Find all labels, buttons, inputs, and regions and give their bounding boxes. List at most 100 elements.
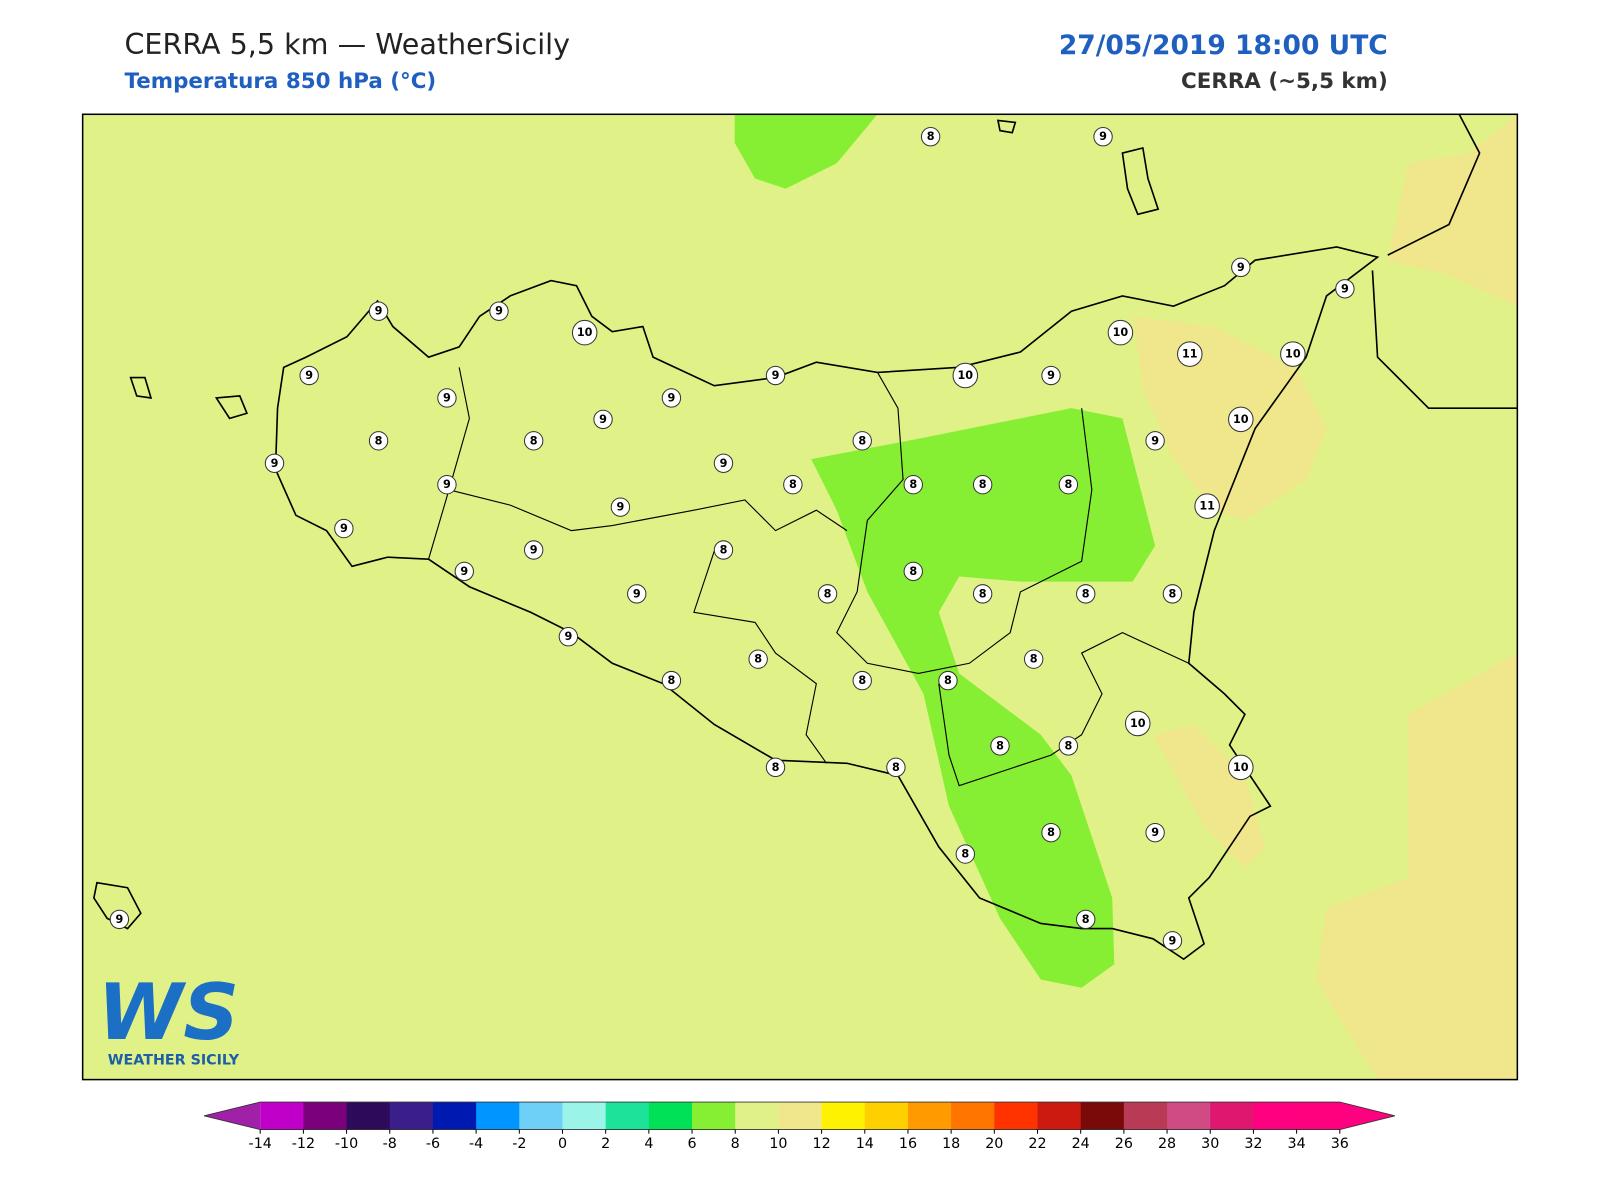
colorbar-tick-label: 12 [813,1136,831,1152]
station-value: 8 [1030,653,1038,666]
station-value: 8 [1064,739,1072,752]
colorbar-segment [260,1102,304,1130]
station-marker [1023,649,1044,669]
colorbar-tick-label: 16 [899,1136,917,1152]
calabria-coast [1371,270,1518,409]
colorbar-tick-label: -8 [383,1136,397,1152]
band-10-12 [1387,114,1518,307]
band-8-10 [811,408,1156,988]
band-10-12 [1316,653,1518,1080]
station-marker [972,584,993,604]
station-marker [783,475,803,495]
colorbar-under [204,1102,261,1130]
station-marker [886,757,906,778]
station-marker [523,431,544,451]
station-marker [1125,710,1151,737]
station-value: 8 [789,478,797,491]
station-value: 8 [996,739,1004,752]
station-value: 8 [1082,587,1090,600]
station-marker [1194,493,1220,519]
colorbar-segment [1080,1102,1125,1130]
station-value: 8 [944,674,952,687]
station-value: 8 [772,761,780,774]
colorbar: -14 -12 -10 -8 -6 -4 -2 0 2 4 6 8 10 12 14 16 18 20 22 24 26… [203,1101,1395,1152]
colorbar-tick-label: -10 [335,1136,358,1152]
station-value: 9 [617,501,625,514]
colorbar-tick-label: -4 [469,1136,483,1152]
colorbar-over [1339,1102,1395,1130]
station-value: 8 [858,434,866,447]
colorbar-segment [735,1102,779,1130]
station-marker [627,584,647,604]
station-marker [920,127,941,147]
colorbar-segment [648,1102,693,1130]
station-value: 10 [1233,761,1249,774]
station-marker [454,561,474,582]
station-value: 9 [1151,434,1159,447]
station-marker [1076,584,1096,604]
station-marker [661,388,682,408]
station-value: 11 [1182,348,1198,361]
station-value: 9 [271,457,279,470]
datetime: 27/05/2019 18:00 UTC [1059,30,1388,61]
station-value: 9 [530,544,538,557]
colorbar-tick-label: 32 [1244,1136,1262,1152]
colorbar-tick-label: 2 [601,1136,610,1152]
colorbar-segment [389,1102,434,1130]
coastlines [93,114,1518,961]
province-borders [428,367,1190,787]
colorbar-tick-label: -14 [249,1136,272,1152]
station-value: 9 [720,457,728,470]
station-marker [1280,341,1306,367]
colorbar-segment [303,1102,348,1130]
station-value: 8 [979,587,987,600]
station-marker [437,475,457,495]
colorbar-segment [562,1102,607,1130]
title: CERRA 5,5 km — WeatherSicily [124,27,570,61]
colorbar-segment [864,1102,909,1130]
island [129,376,153,399]
colorbar-segment [1210,1102,1254,1130]
station-value: 8 [892,761,900,774]
station-value: 9 [1237,261,1245,274]
station-labels: 8 9 9 9 10 9 9 9 9 10 9 10 11 10 9 9 10 9 8 8 8 9 9 9 9 8 8 8 8 11 9 9 9… [109,127,1355,951]
station-value: 8 [668,674,676,687]
station-marker [368,431,389,451]
map: 8 9 9 9 10 9 9 9 9 10 9 10 11 10 9 9 10 9 8 8 8 9 9 9 9 8 8 8 8 11 9 9 9… [82,114,1518,1080]
colorbar-segment [519,1102,563,1130]
sicily-coast [274,246,1380,961]
station-marker [1076,909,1096,930]
colorbar-tick-label: 14 [856,1136,874,1152]
station-value: 8 [909,565,917,578]
map-frame [81,113,1519,1081]
colorbar-tick-label: -2 [512,1136,526,1152]
logo-letters: WS [98,968,239,1058]
station-value: 9 [460,565,468,578]
logo-name: WEATHER SICILY [108,1052,240,1068]
station-value: 8 [754,653,762,666]
station-marker [765,757,786,778]
island [996,119,1017,134]
subtitle: Temperatura 850 hPa (°C) [124,69,436,94]
colorbar-segment [692,1102,736,1130]
colorbar-segment [821,1102,866,1130]
station-value: 11 [1199,500,1215,513]
station-value: 8 [927,130,935,143]
colorbar-tick-label: 18 [942,1136,960,1152]
model-label: CERRA (~5,5 km) [1181,69,1388,94]
station-value: 9 [495,305,503,318]
colorbar-segment [1253,1102,1298,1130]
station-marker [765,365,786,386]
island [1121,146,1160,216]
colorbar-tick-label: 8 [731,1136,740,1152]
station-marker [523,540,544,560]
colorbar-segment [1123,1102,1168,1130]
station-value: 10 [957,369,973,382]
station-value: 9 [340,522,348,535]
station-marker [713,453,734,473]
station-marker [817,584,838,604]
station-marker [1107,319,1134,346]
colorbar-segment [1296,1102,1341,1130]
station-marker [1228,406,1254,433]
